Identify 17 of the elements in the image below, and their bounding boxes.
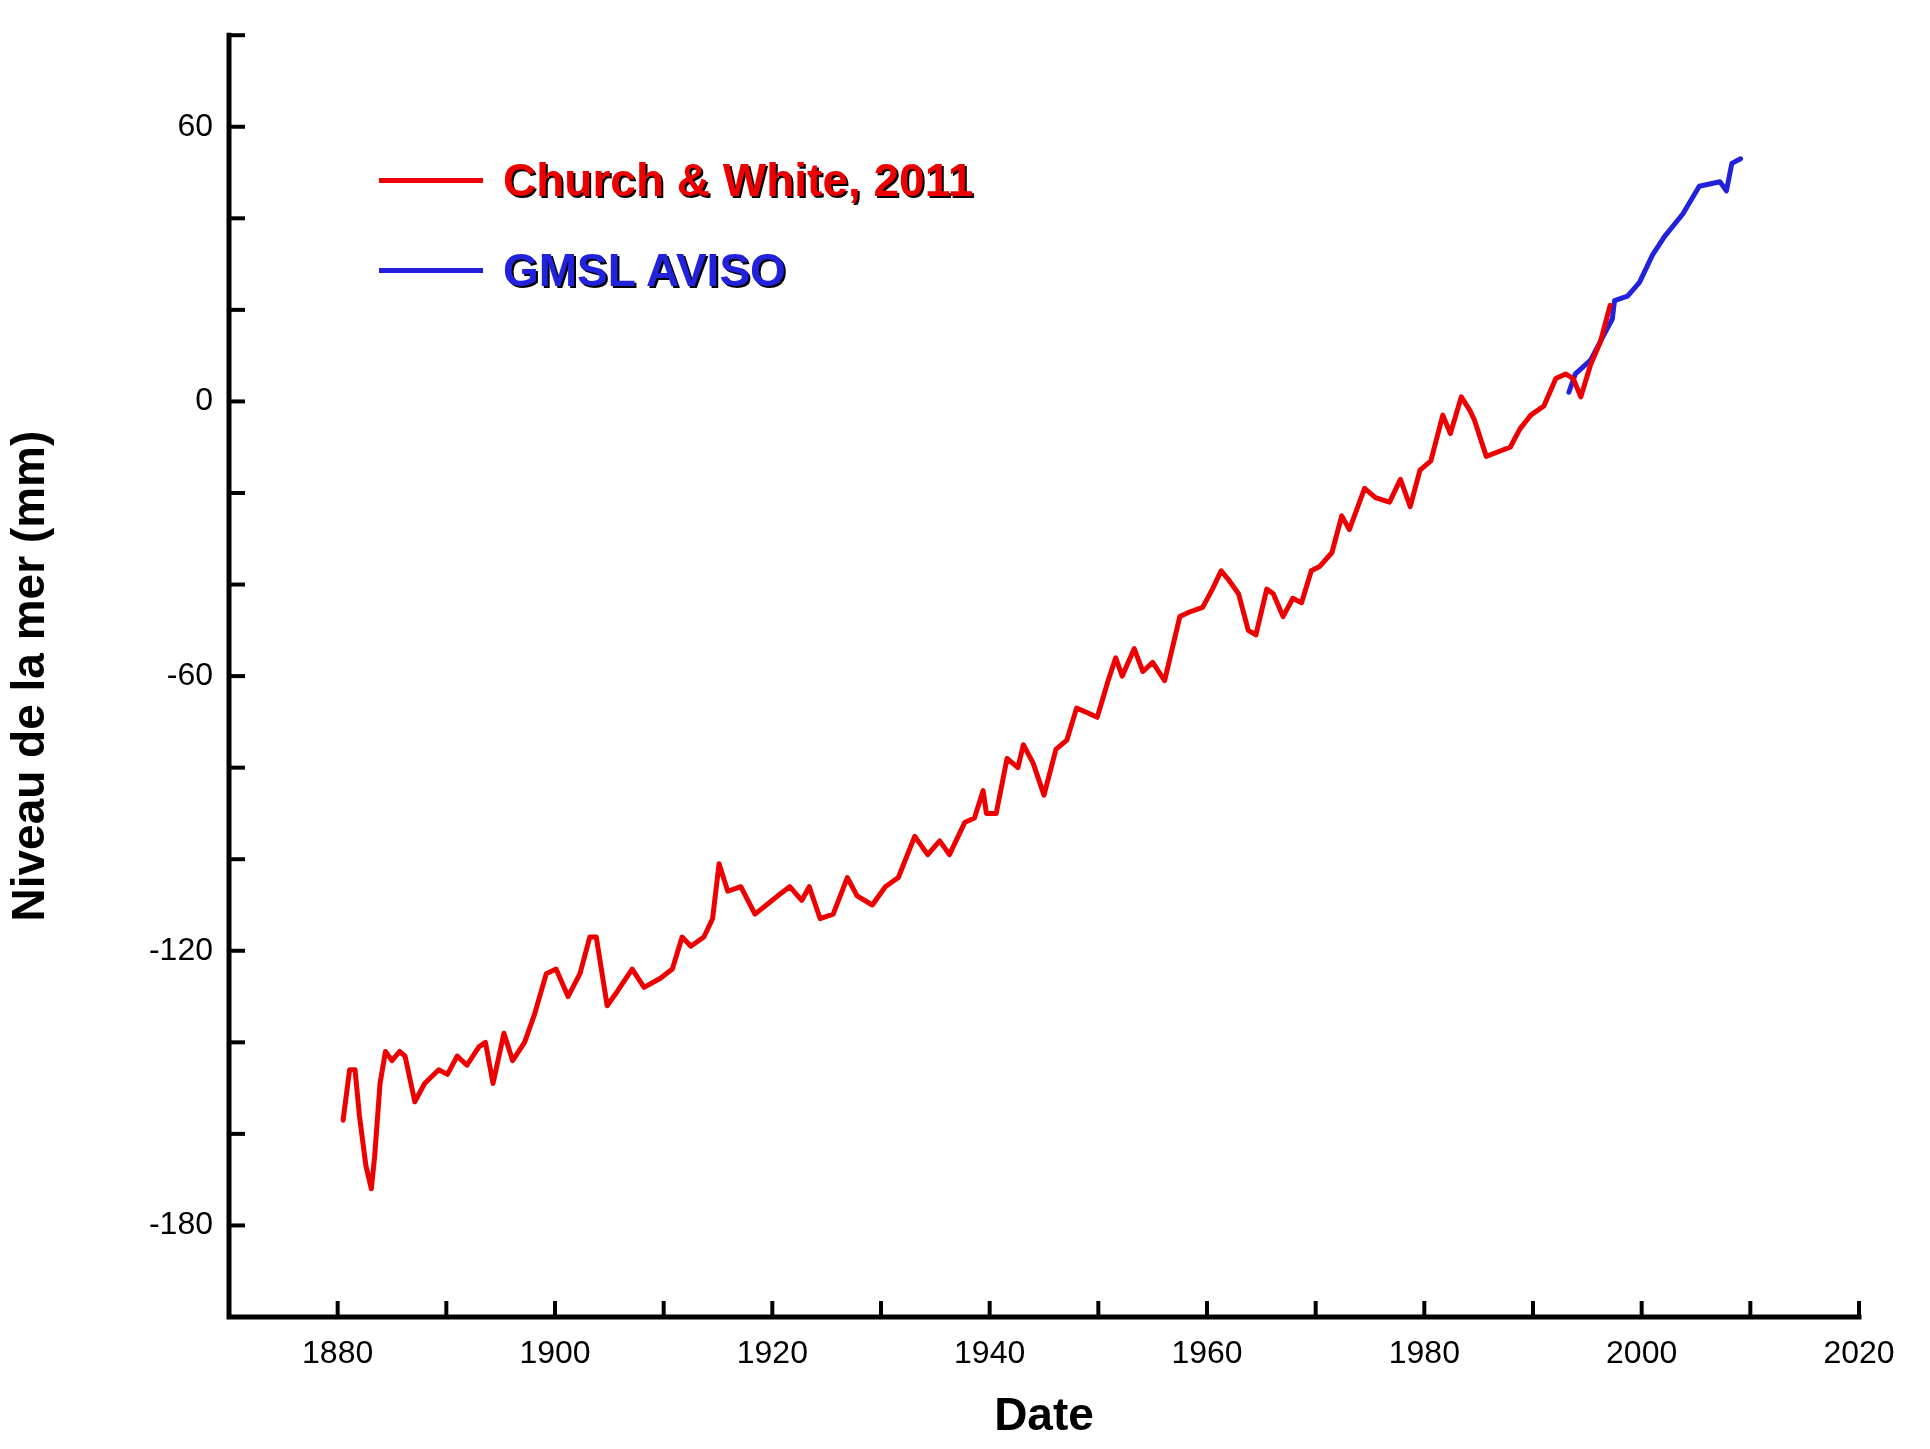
x-tick-label: 1880 xyxy=(302,1334,374,1371)
y-tick-label: 0 xyxy=(195,381,213,418)
y-tick-label: -120 xyxy=(148,930,213,967)
x-tick-label: 1940 xyxy=(954,1334,1026,1371)
x-tick-label: 1900 xyxy=(519,1334,591,1371)
y-axis-title: Niveau de la mer (mm) xyxy=(2,430,55,922)
x-tick-label: 2000 xyxy=(1606,1334,1678,1371)
x-tick-label: 1920 xyxy=(736,1334,808,1371)
y-tick-label: 60 xyxy=(177,106,213,143)
x-tick-label: 1980 xyxy=(1388,1334,1460,1371)
x-axis-title: Date xyxy=(994,1388,1094,1441)
x-tick-label: 2020 xyxy=(1823,1334,1895,1371)
legend-label: Church & White, 2011 xyxy=(503,153,974,207)
x-tick-label: 1960 xyxy=(1171,1334,1243,1371)
y-tick-label: -180 xyxy=(148,1205,213,1242)
legend-label: GMSL AVISO xyxy=(503,243,786,297)
y-tick-label: -60 xyxy=(166,655,213,692)
